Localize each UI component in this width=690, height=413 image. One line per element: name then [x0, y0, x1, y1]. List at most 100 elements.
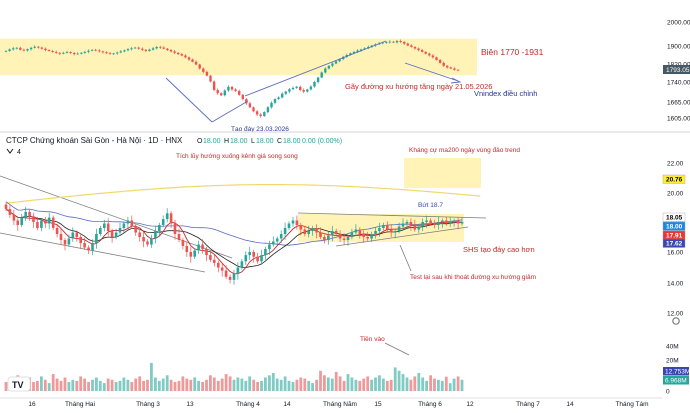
- vnindex-candle-body: [413, 46, 417, 49]
- volume-bar: [417, 373, 421, 391]
- volume-bar: [299, 377, 303, 391]
- volume-bar: [36, 380, 39, 391]
- volume-bar: [106, 378, 110, 391]
- ohlc-change: 0.00 (0.00%): [302, 138, 342, 145]
- vnindex-candle-body: [26, 49, 29, 51]
- volume-bar: [460, 379, 464, 392]
- volume-bar: [55, 378, 59, 391]
- time-axis-label: Tháng 7: [516, 401, 540, 408]
- vnindex-candle-body: [116, 52, 119, 54]
- time-axis-label: Tháng 6: [418, 401, 442, 408]
- shs-candle-body: [362, 234, 365, 237]
- shs-candle-body: [331, 231, 334, 236]
- volume-bar: [201, 382, 204, 391]
- vnindex-candle-body: [356, 50, 359, 52]
- vnindex-candle-body: [98, 50, 101, 52]
- volume-bar: [87, 382, 90, 391]
- collapse-chevron-icon[interactable]: [6, 148, 14, 154]
- volume-bar: [177, 380, 181, 391]
- volume-bar: [405, 377, 409, 391]
- shs-candle-body: [409, 222, 413, 225]
- volume-bar: [311, 383, 314, 391]
- shs-candle-body: [299, 225, 303, 230]
- vnindex-candle-body: [198, 64, 201, 69]
- higher-low-line: [335, 226, 469, 247]
- shs-candle-body: [350, 232, 354, 237]
- vnindex-candle-body: [410, 45, 413, 47]
- volume-bar: [126, 379, 130, 392]
- shs-candle-body: [441, 220, 444, 222]
- tradingview-logo[interactable]: [7, 376, 31, 392]
- volume-bar: [283, 376, 287, 391]
- shs-candle-body: [4, 204, 8, 209]
- volume-bar: [209, 375, 212, 392]
- vnindex-candle-body: [385, 42, 388, 43]
- shs-candle-body: [244, 255, 248, 262]
- shs-candle-body: [134, 226, 137, 233]
- vnindex-candle-body: [119, 51, 122, 53]
- volume-bar: [429, 375, 432, 392]
- vnindex-bottom-note: Tạo đáy 23.03.2026: [231, 126, 289, 133]
- tradingview-logo-text: TV: [12, 380, 24, 390]
- shs-candle-body: [429, 220, 432, 224]
- shs-candle-body: [91, 243, 94, 251]
- vnindex-last-price: 1793.05: [666, 67, 690, 74]
- vnindex-candle-body: [137, 47, 140, 49]
- shs-candle-body: [303, 229, 307, 234]
- shs-price-tag-label: 17.62: [666, 241, 683, 248]
- vnindex-panel: Biên 1770 -1931 Gãy đường xu hướng tăng …: [0, 0, 690, 133]
- vnindex-candle-body: [58, 52, 61, 54]
- indicator-count[interactable]: 4: [17, 149, 21, 156]
- volume-bar: [433, 378, 436, 391]
- shs-candle-body: [154, 231, 157, 239]
- vnindex-candle-body: [184, 55, 187, 58]
- vnindex-last-price-tag: [663, 65, 690, 74]
- vnindex-candle-body: [62, 52, 65, 54]
- volume-bar: [150, 362, 153, 391]
- vnindex-candle-body: [87, 50, 90, 52]
- volume-bar: [161, 378, 165, 391]
- volume-tick: 20M: [666, 358, 679, 365]
- vnindex-candle-body: [248, 103, 252, 108]
- vnindex-candle-body: [263, 112, 266, 117]
- vnindex-price-tick: 1740.00: [667, 80, 690, 87]
- vnindex-candle-body: [76, 53, 79, 55]
- settings-gear-icon[interactable]: [672, 317, 680, 325]
- shs-candle-body: [185, 246, 189, 252]
- vnindex-candle-body: [449, 67, 452, 69]
- vnindex-candle-body: [187, 57, 191, 60]
- vnindex-candle-body: [273, 99, 277, 103]
- vnindex-candle-body: [4, 51, 8, 52]
- shs-candle-body: [354, 229, 358, 233]
- shs-candle-body: [158, 225, 161, 231]
- shs-price-tick: 20.00: [667, 191, 684, 198]
- vnindex-candle-body: [177, 52, 180, 55]
- shs-candle-body: [260, 255, 263, 262]
- vnindex-candle-body: [40, 47, 44, 49]
- ohlc-l-value: 18.00: [256, 138, 274, 145]
- volume-bar: [362, 378, 366, 391]
- shs-candle-body: [79, 237, 82, 243]
- shs-candle-body: [24, 211, 27, 218]
- volume-tag-label: 6.968M: [665, 378, 687, 385]
- shs-candle-body: [358, 229, 362, 234]
- volume-bar: [307, 380, 311, 391]
- ohlc-h-label: H: [224, 138, 229, 145]
- vnindex-candle-body: [431, 55, 435, 58]
- vnindex-candle-body: [69, 52, 72, 53]
- volume-bar: [146, 379, 149, 392]
- volume-bar: [421, 377, 425, 391]
- shs-candle-body: [47, 217, 51, 224]
- vnindex-candle-body: [148, 49, 151, 51]
- vnindex-candle-body: [284, 91, 287, 94]
- volume-bar: [138, 376, 142, 391]
- shs-candle-body: [63, 240, 67, 245]
- vnindex-candle-body: [306, 89, 309, 92]
- vnindex-candle-body: [320, 72, 323, 78]
- vnindex-price-tick: 2000.00: [667, 20, 690, 27]
- vnindex-candle-body: [392, 41, 395, 43]
- time-axis-label: Tháng Tám: [615, 401, 648, 408]
- shs-candle-body: [460, 222, 464, 224]
- vnindex-candle-body: [144, 49, 148, 51]
